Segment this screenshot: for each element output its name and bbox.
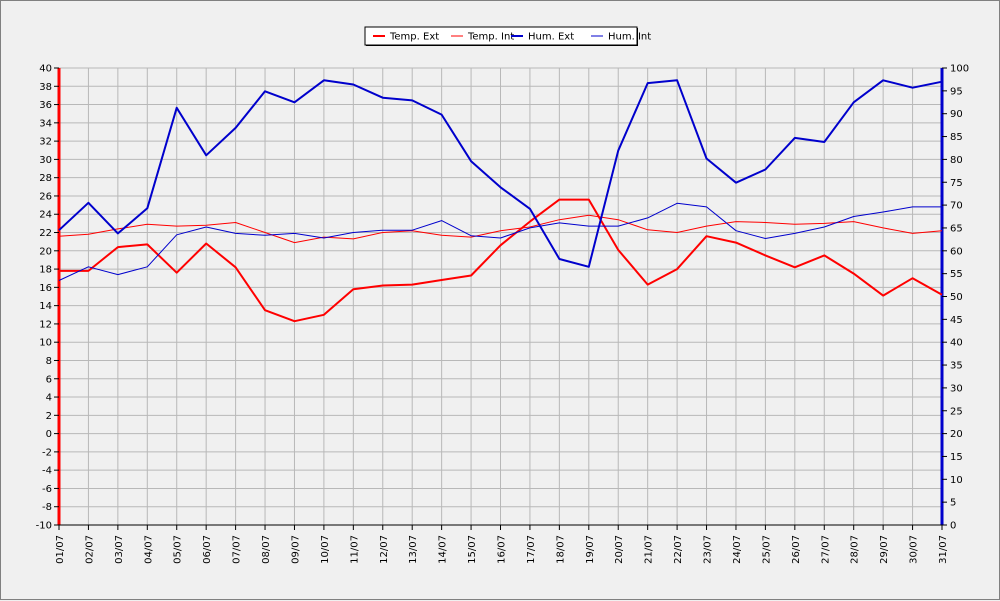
x-tick-label: 23/07 [703,535,714,564]
left-tick-label: 12 [39,319,52,330]
x-tick-label: 02/07 [84,535,95,564]
x-tick-label: 14/07 [438,535,449,564]
legend-label: Hum. Ext [528,32,574,43]
x-tick-label: 04/07 [143,535,154,564]
right-tick-label: 85 [950,132,963,143]
x-tick-label: 30/07 [909,535,920,564]
right-tick-label: 70 [950,201,963,212]
right-tick-label: 50 [950,292,963,303]
x-tick-label: 11/07 [349,535,360,564]
x-tick-label: 17/07 [526,535,537,564]
x-tick-label: 25/07 [761,535,772,564]
left-tick-label: 16 [39,283,52,294]
left-tick-label: -8 [42,502,52,513]
left-tick-label: 40 [39,64,52,75]
right-tick-label: 20 [950,429,963,440]
left-tick-label: 8 [46,356,52,367]
left-tick-label: 0 [46,429,52,440]
x-tick-label: 26/07 [791,535,802,564]
legend-label: Hum. Int [608,32,651,43]
right-tick-label: 0 [950,521,956,532]
left-tick-label: 24 [39,210,52,221]
x-tick-label: 28/07 [850,535,861,564]
x-tick-label: 29/07 [879,535,890,564]
left-tick-label: 6 [46,374,52,385]
legend-box [364,26,638,46]
x-tick-label: 12/07 [379,535,390,564]
x-tick-label: 15/07 [467,535,478,564]
left-tick-label: -2 [42,447,52,458]
x-tick-label: 07/07 [232,535,243,564]
x-tick-label: 31/07 [938,535,949,564]
x-tick-label: 27/07 [820,535,831,564]
right-tick-label: 55 [950,269,963,280]
x-tick-label: 22/07 [673,535,684,564]
x-tick-label: 08/07 [261,535,272,564]
left-tick-label: 10 [39,338,52,349]
right-tick-label: 60 [950,246,963,257]
left-tick-label: 28 [39,173,52,184]
right-tick-label: 40 [950,338,963,349]
x-tick-label: 20/07 [614,535,625,564]
right-tick-label: 30 [950,383,963,394]
left-tick-label: 34 [39,118,52,129]
x-tick-label: 19/07 [585,535,596,564]
right-tick-label: 15 [950,452,963,463]
legend-label: Temp. Int [467,32,514,43]
left-tick-label: 26 [39,191,52,202]
left-tick-label: -6 [42,484,52,495]
left-tick-label: 20 [39,246,52,257]
left-tick-label: 2 [46,411,52,422]
x-tick-label: 09/07 [290,535,301,564]
x-tick-label: 18/07 [555,535,566,564]
x-tick-label: 13/07 [408,535,419,564]
left-tick-label: 32 [39,137,52,148]
left-tick-label: -4 [42,466,52,477]
right-tick-label: 45 [950,315,963,326]
series-line-hum-int [58,202,942,281]
x-tick-label: 05/07 [173,535,184,564]
right-tick-label: 100 [950,64,969,75]
left-tick-label: 18 [39,265,52,276]
legend-label: Temp. Ext [389,32,439,43]
x-tick-label: 21/07 [644,535,655,564]
x-tick-label: 01/07 [55,535,66,564]
right-tick-label: 90 [950,109,963,120]
left-tick-label: 22 [39,228,52,239]
right-tick-label: 10 [950,475,963,486]
series-line-hum-ext [58,79,943,268]
right-tick-label: 5 [950,498,956,509]
left-tick-label: 4 [46,393,52,404]
x-tick-label: 16/07 [497,535,508,564]
left-tick-label: 30 [39,155,52,166]
x-tick-label: 10/07 [320,535,331,564]
left-tick-label: 38 [39,82,52,93]
left-tick-label: 14 [39,301,52,312]
right-tick-label: 75 [950,178,963,189]
x-tick-label: 06/07 [202,535,213,564]
x-tick-label: 03/07 [114,535,125,564]
right-tick-label: 95 [950,86,963,97]
x-tick-label: 24/07 [732,535,743,564]
right-tick-label: 25 [950,406,963,417]
left-tick-label: -10 [36,521,52,532]
series-line-temp-int [58,214,943,244]
series-line-temp-ext [59,198,943,323]
right-tick-label: 80 [950,155,963,166]
right-tick-label: 35 [950,361,963,372]
right-tick-label: 65 [950,223,963,234]
left-tick-label: 36 [39,100,52,111]
